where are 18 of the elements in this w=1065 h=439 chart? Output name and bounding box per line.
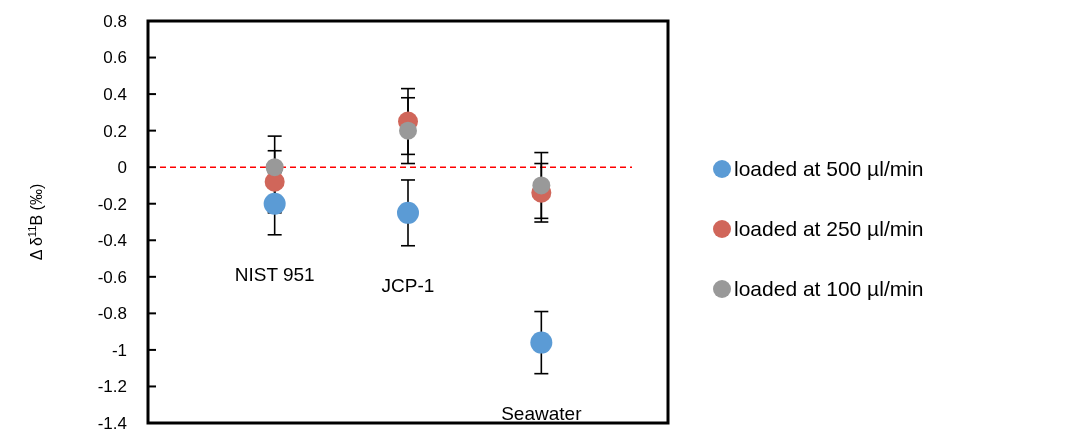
y-tick-label: -1.4 (97, 413, 127, 433)
legend-label: loaded at 250 µl/min (734, 217, 924, 241)
y-tick-label: -0.2 (97, 194, 127, 214)
y-tick-label: -1.2 (97, 377, 127, 397)
y-tick-label: -0.4 (97, 231, 127, 251)
x-tick-label: Seawater (501, 402, 583, 424)
x-tick-label: NIST 951 (234, 263, 315, 285)
legend-label: loaded at 100 µl/min (734, 277, 924, 301)
y-tick-label: 0.8 (103, 11, 127, 31)
x-tick-label: JCP-1 (381, 274, 435, 296)
y-tick-label: -1 (111, 340, 127, 360)
legend-label: loaded at 500 µl/min (734, 157, 924, 181)
y-tick-label: -0.6 (97, 267, 127, 287)
y-tick-label: 0 (117, 158, 127, 178)
y-tick-label: 0.6 (103, 48, 127, 68)
y-tick-label: 0.2 (103, 121, 127, 141)
y-tick-label: 0.4 (103, 85, 127, 105)
y-tick-label: -0.8 (97, 304, 127, 324)
